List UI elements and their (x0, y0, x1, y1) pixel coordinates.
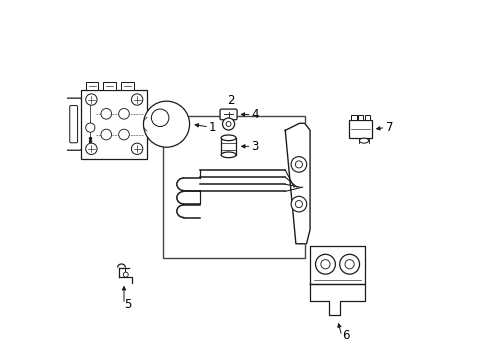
Circle shape (315, 254, 335, 274)
Text: 7: 7 (385, 121, 392, 134)
Circle shape (290, 157, 306, 172)
Circle shape (295, 161, 302, 168)
Bar (348, 121, 371, 138)
Circle shape (101, 108, 111, 119)
Ellipse shape (221, 152, 236, 158)
Circle shape (85, 94, 97, 105)
Text: 4: 4 (251, 108, 259, 121)
Bar (85, 82, 98, 90)
Text: 2: 2 (227, 94, 234, 107)
Circle shape (119, 129, 129, 140)
Bar (350, 116, 356, 121)
Circle shape (345, 260, 353, 269)
Circle shape (101, 129, 111, 140)
Bar (103, 82, 116, 90)
Circle shape (339, 254, 359, 274)
Bar (121, 82, 134, 90)
Text: 6: 6 (341, 329, 348, 342)
Circle shape (225, 122, 230, 126)
Text: 1: 1 (209, 121, 216, 134)
Circle shape (131, 143, 142, 154)
Bar (163, 116, 304, 258)
Circle shape (143, 101, 189, 147)
FancyBboxPatch shape (70, 105, 78, 143)
Circle shape (85, 143, 97, 154)
Ellipse shape (359, 138, 368, 143)
Circle shape (290, 196, 306, 212)
Polygon shape (309, 284, 364, 315)
Circle shape (295, 201, 302, 208)
Bar (357, 116, 363, 121)
Bar (81, 90, 147, 159)
Polygon shape (309, 246, 364, 284)
Circle shape (222, 118, 234, 130)
Circle shape (85, 123, 95, 132)
FancyBboxPatch shape (220, 109, 237, 120)
Text: 3: 3 (251, 140, 259, 153)
Circle shape (131, 94, 142, 105)
FancyBboxPatch shape (66, 98, 81, 150)
Circle shape (320, 260, 329, 269)
Circle shape (119, 108, 129, 119)
Polygon shape (285, 123, 309, 244)
Text: 5: 5 (124, 298, 131, 311)
Bar (364, 116, 369, 121)
Circle shape (123, 272, 128, 277)
Ellipse shape (221, 135, 236, 141)
